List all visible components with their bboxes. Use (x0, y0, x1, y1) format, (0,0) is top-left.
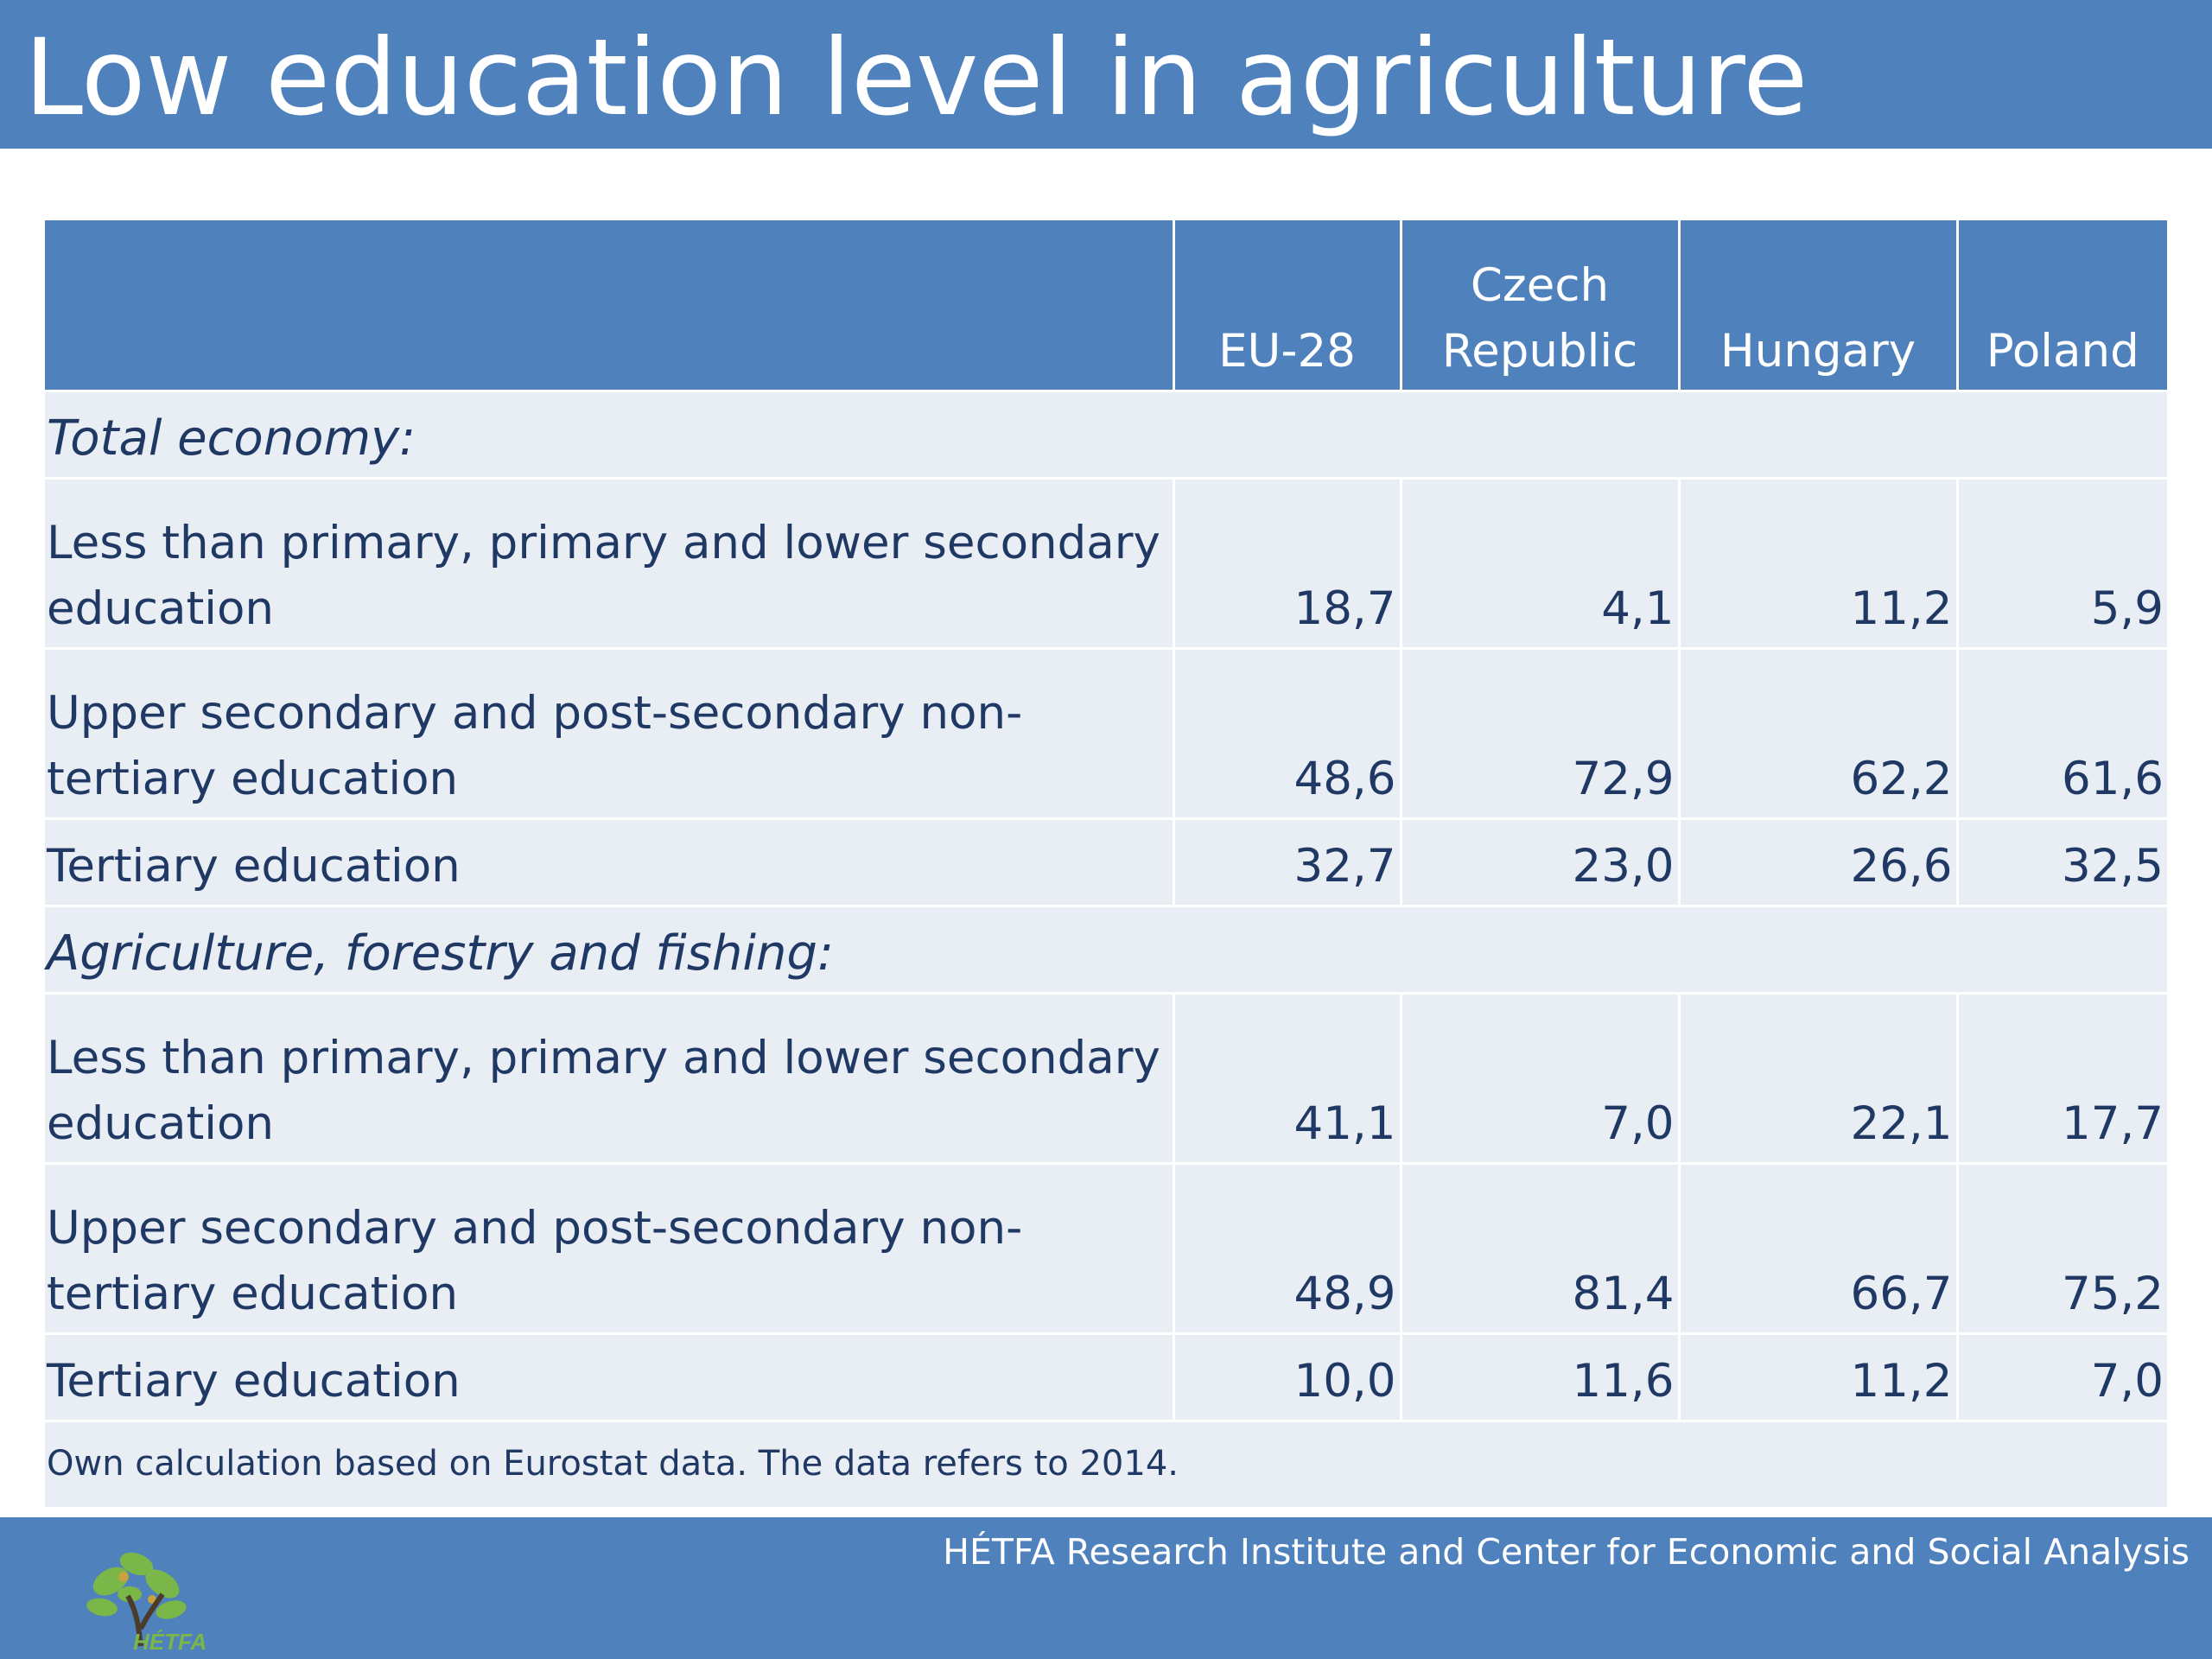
table-cell: 48,9 (1172, 1162, 1401, 1334)
column-header: EU-28 (1172, 220, 1401, 391)
note-row: Own calculation based on Eurostat data. … (45, 1420, 2167, 1507)
row-label: Tertiary education (45, 817, 1173, 906)
section-label: Agriculture, forestry and fishing: (45, 905, 2167, 994)
logo-text: HÉTFA (133, 1629, 207, 1655)
footer-text: HÉTFA Research Institute and Center for … (943, 1531, 2190, 1573)
row-label: Tertiary education (45, 1332, 1173, 1421)
table-cell: 4,1 (1399, 477, 1679, 649)
header-blank-cell (45, 220, 1173, 391)
table-row: Less than primary, primary and lower sec… (45, 992, 2167, 1164)
row-label: Upper secondary and post-secondary non-t… (45, 1162, 1173, 1334)
column-header: Czech Republic (1399, 220, 1679, 391)
table-cell: 22,1 (1677, 992, 1957, 1164)
table-cell: 23,0 (1399, 817, 1679, 906)
footer-bar (0, 1517, 2212, 1659)
table-cell: 10,0 (1172, 1332, 1401, 1421)
column-header: Poland (1955, 220, 2167, 391)
table-row: Upper secondary and post-secondary non-t… (45, 647, 2167, 819)
table-cell: 81,4 (1399, 1162, 1679, 1334)
table-cell: 32,7 (1172, 817, 1401, 906)
table-cell: 7,0 (1399, 992, 1679, 1164)
table-cell: 48,6 (1172, 647, 1401, 819)
column-header: Hungary (1677, 220, 1957, 391)
table-cell: 41,1 (1172, 992, 1401, 1164)
table-cell: 11,2 (1677, 477, 1957, 649)
table-cell: 72,9 (1399, 647, 1679, 819)
section-row: Agriculture, forestry and fishing: (45, 905, 2167, 994)
table-cell: 66,7 (1677, 1162, 1957, 1334)
table-row: Upper secondary and post-secondary non-t… (45, 1162, 2167, 1334)
table-cell: 62,2 (1677, 647, 1957, 819)
row-label: Upper secondary and post-secondary non-t… (45, 647, 1173, 819)
table-cell: 75,2 (1955, 1162, 2167, 1334)
table-cell: 18,7 (1172, 477, 1401, 649)
table-cell: 11,2 (1677, 1332, 1957, 1421)
education-table: EU-28 Czech Republic Hungary Poland Tota… (45, 220, 2167, 1507)
table-cell: 11,6 (1399, 1332, 1679, 1421)
section-label: Total economy: (45, 390, 2167, 479)
table-cell: 32,5 (1955, 817, 2167, 906)
table-header-row: EU-28 Czech Republic Hungary Poland (45, 220, 2167, 391)
table-cell: 61,6 (1955, 647, 2167, 819)
table-cell: 7,0 (1955, 1332, 2167, 1421)
table-cell: 5,9 (1955, 477, 2167, 649)
section-row: Total economy: (45, 390, 2167, 479)
tree-logo-icon: HÉTFA (86, 1552, 207, 1655)
row-label: Less than primary, primary and lower sec… (45, 992, 1173, 1164)
slide-title: Low education level in agriculture (24, 16, 1808, 139)
table-row: Tertiary education 10,0 11,6 11,2 7,0 (45, 1332, 2167, 1421)
table-row: Tertiary education 32,7 23,0 26,6 32,5 (45, 817, 2167, 906)
table-cell: 17,7 (1955, 992, 2167, 1164)
table-cell: 26,6 (1677, 817, 1957, 906)
title-bar (0, 0, 2212, 149)
table-row: Less than primary, primary and lower sec… (45, 477, 2167, 649)
source-note: Own calculation based on Eurostat data. … (45, 1420, 2167, 1507)
row-label: Less than primary, primary and lower sec… (45, 477, 1173, 649)
